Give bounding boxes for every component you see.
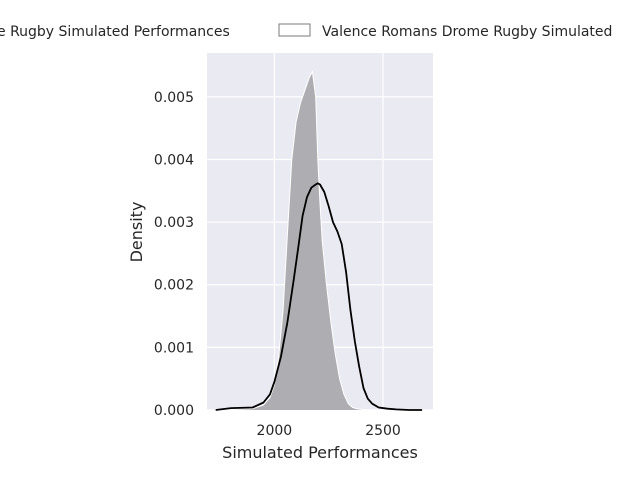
series-area-valence [220,71,394,411]
x-tick-label: 2500 [365,423,401,439]
y-tick-label: 0.001 [154,340,194,356]
y-tick-label: 0.005 [154,90,194,106]
x-tick-labels: 2000 2500 [257,423,401,439]
y-tick-label: 0.000 [154,403,194,419]
y-tick-labels: 0.000 0.001 0.002 0.003 0.004 0.005 [154,90,194,419]
legend-swatch-valence [278,23,311,37]
legend-label-montelimar: e Rugby Simulated Performances [0,24,230,40]
x-tick-label: 2000 [257,423,293,439]
legend: e Rugby Simulated Performances Valence R… [0,23,612,40]
legend-label-valence: Valence Romans Drome Rugby Simulated [322,24,612,40]
x-axis-label: Simulated Performances [222,443,418,462]
y-tick-label: 0.004 [154,152,194,168]
series-outline-valence [219,70,394,411]
x-gridlines [273,53,384,410]
series-layer [215,70,423,411]
y-tick-label: 0.003 [154,215,194,231]
y-axis-label: Density [127,202,146,263]
y-tick-label: 0.002 [154,278,194,294]
series-line-montelimar [215,182,423,411]
